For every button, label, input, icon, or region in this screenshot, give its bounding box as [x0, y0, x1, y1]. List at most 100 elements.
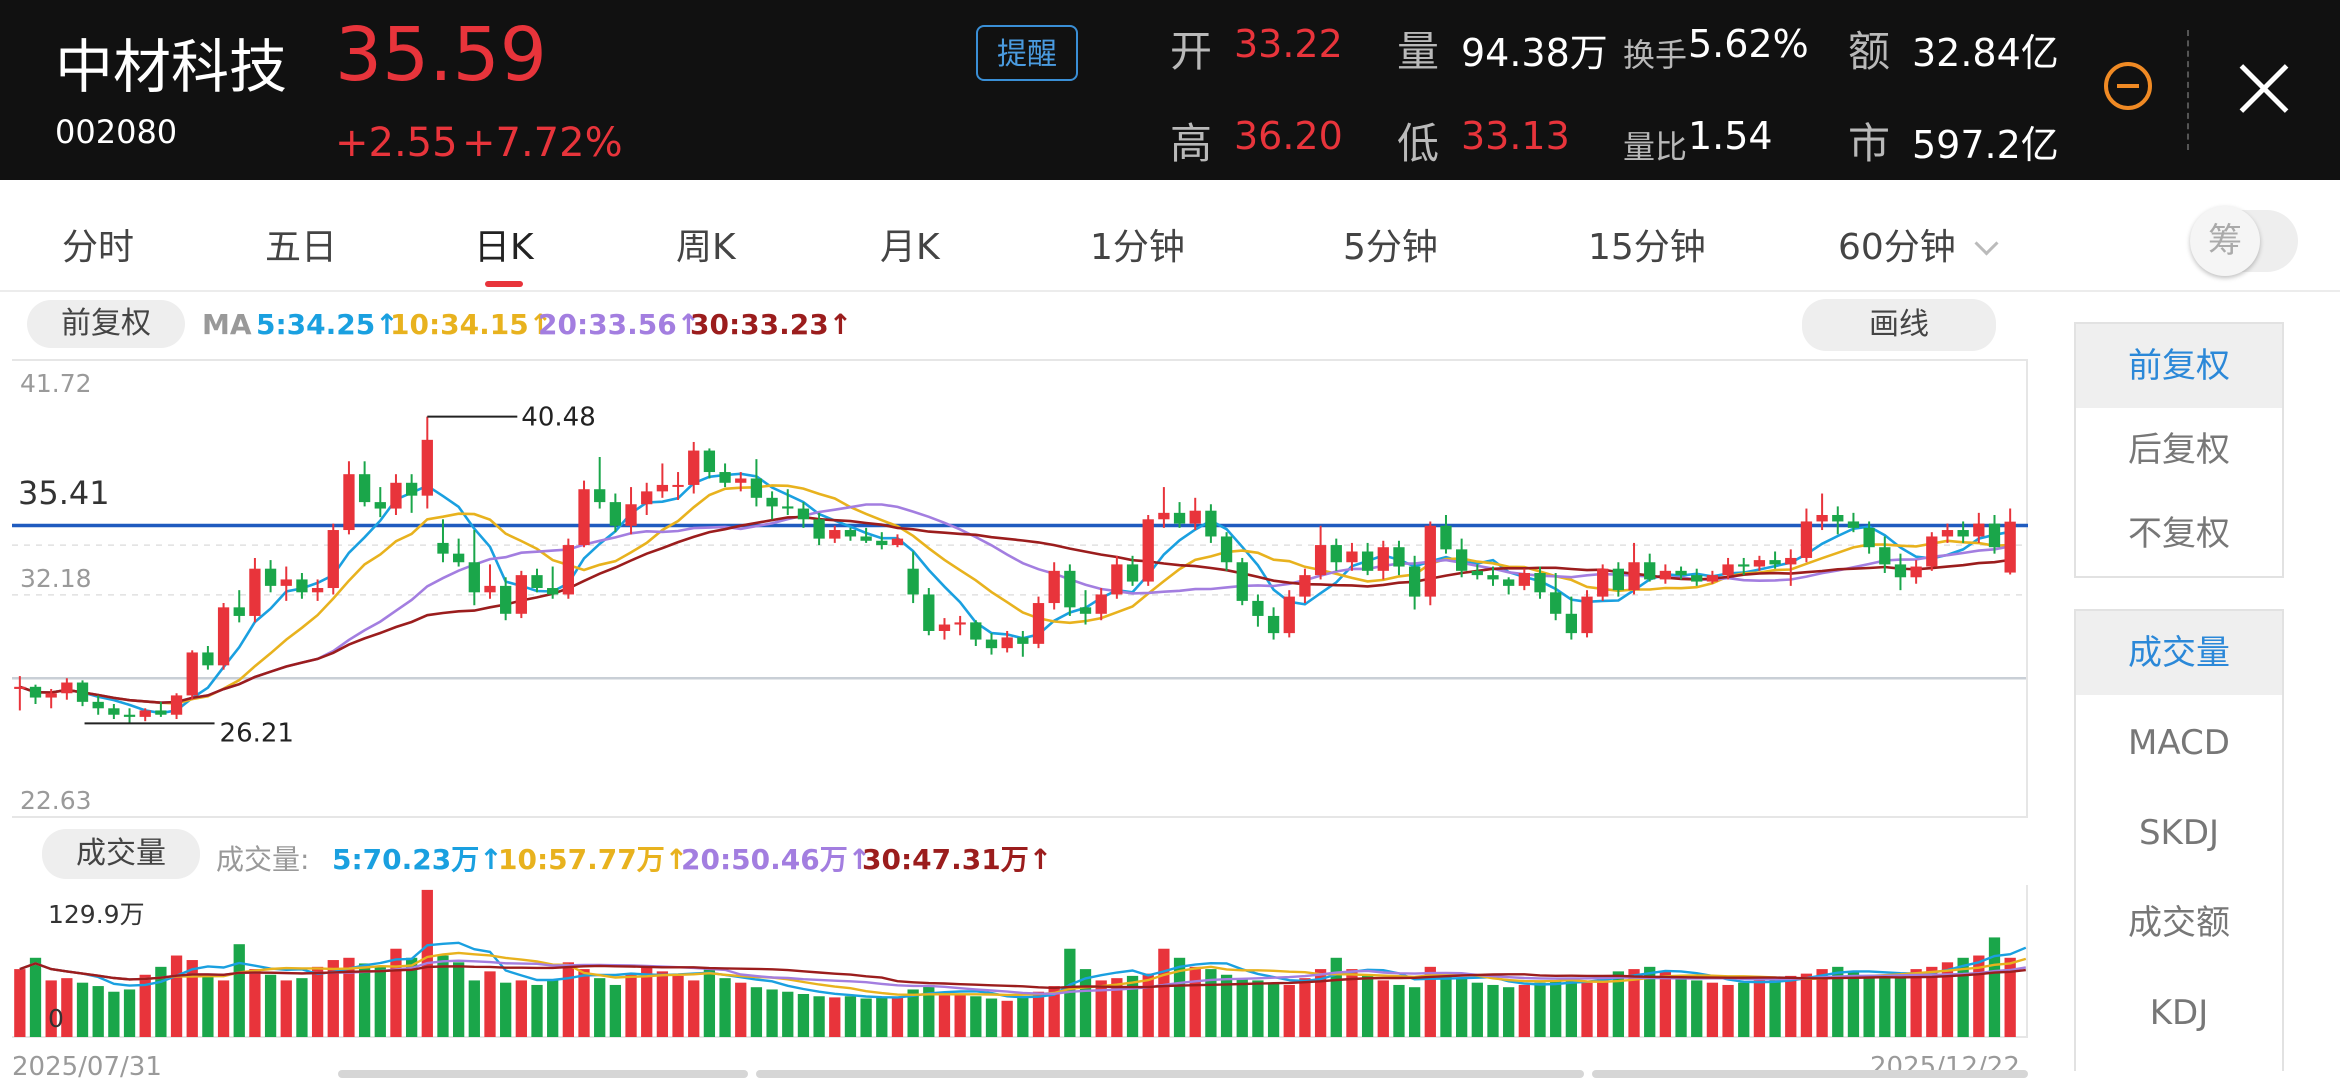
candle-body: [437, 542, 449, 554]
tab-60min[interactable]: 60分钟: [1838, 227, 1956, 268]
scrollbar-thumb[interactable]: [756, 1070, 1584, 1078]
candle-body: [515, 575, 527, 614]
candle-body: [1487, 575, 1499, 580]
chevron-down-icon[interactable]: [1974, 231, 1999, 256]
volume-bar: [280, 980, 292, 1037]
adjust-pill[interactable]: 前复权: [27, 300, 185, 348]
volume-bar: [1941, 962, 1954, 1037]
menu-no-adjust[interactable]: 不复权: [2128, 514, 2230, 554]
candle-body: [1988, 523, 2001, 548]
candle-body: [45, 693, 57, 698]
volume-bar: [1722, 984, 1734, 1037]
candle-body: [1095, 594, 1107, 614]
volume-bar: [139, 974, 151, 1037]
volume-bar: [1001, 1000, 1013, 1037]
candle-body: [1236, 562, 1248, 601]
candle-body: [108, 708, 120, 715]
candle-body: [938, 624, 951, 631]
candle-body: [1346, 551, 1358, 563]
close-icon[interactable]: [2236, 60, 2292, 116]
volume-bar: [672, 975, 684, 1037]
volume-bar: [1847, 971, 1860, 1037]
volume-bar: [1565, 978, 1577, 1037]
volume-max-label: 129.9万: [48, 900, 145, 929]
indicator-menu: 成交量 MACD SKDJ 成交额 KDJ: [2074, 609, 2284, 1071]
turnover-label: 换手: [1623, 36, 1688, 74]
candle-body: [1534, 572, 1546, 593]
volume-bar: [1863, 975, 1875, 1037]
candle-body: [1424, 525, 1436, 597]
volume-bar: [1236, 978, 1248, 1037]
tab-1min[interactable]: 1分钟: [1090, 227, 1185, 268]
tab-daily-k[interactable]: 日K: [474, 227, 534, 268]
menu-amount[interactable]: 成交额: [2128, 903, 2230, 943]
vol-ma20-label: 20:50.46万↑: [681, 843, 872, 876]
volume-bar: [1832, 966, 1844, 1037]
open-label: 开: [1170, 27, 1213, 76]
volume-bar: [954, 993, 966, 1037]
volume-bar: [1440, 973, 1452, 1037]
remind-button[interactable]: 提醒: [976, 25, 1078, 81]
candle-body: [1706, 575, 1719, 582]
candle-body: [891, 538, 904, 546]
volume-bar: [1205, 969, 1217, 1037]
candle-body: [76, 682, 89, 702]
ma30-label: 30:33.23↑: [690, 308, 853, 341]
candle-body: [1173, 512, 1186, 524]
candle-body: [562, 545, 574, 595]
menu-skdj[interactable]: SKDJ: [2138, 813, 2220, 853]
tab-five-day[interactable]: 五日: [265, 227, 338, 268]
menu-kdj[interactable]: KDJ: [2149, 993, 2209, 1033]
low-label: 低: [1397, 119, 1440, 168]
header-divider: [2187, 30, 2189, 150]
volume-bar: [390, 948, 402, 1037]
volume-bar: [844, 996, 857, 1037]
draw-line-button[interactable]: 画线: [1802, 299, 1996, 351]
volume-bar: [1393, 984, 1405, 1037]
volume-bar: [797, 993, 810, 1037]
volume-chart[interactable]: [0, 885, 2030, 1045]
candle-body: [1503, 579, 1515, 586]
amount-value: 32.84亿: [1912, 31, 2059, 75]
volume-bar: [1220, 974, 1233, 1037]
candle-body: [1738, 564, 1750, 567]
volume-bar: [594, 978, 606, 1037]
candle-body: [468, 562, 480, 593]
menu-backward-adjust[interactable]: 后复权: [2128, 430, 2230, 470]
volume-pill[interactable]: 成交量: [42, 829, 200, 879]
volume-bar: [1032, 991, 1045, 1037]
chip-toggle-knob[interactable]: 筹: [2190, 206, 2260, 276]
volume-bar: [578, 969, 590, 1037]
scrollbar-left[interactable]: [338, 1070, 748, 1078]
volume-bar: [1299, 978, 1311, 1037]
remove-watchlist-icon[interactable]: [2104, 62, 2152, 110]
adjust-menu: 前复权 后复权 不复权: [2074, 322, 2284, 578]
tab-weekly-k[interactable]: 周K: [676, 227, 736, 268]
volume-bar: [1957, 957, 1969, 1037]
candle-body: [1722, 564, 1734, 576]
amount-label: 额: [1848, 27, 1891, 76]
volume-zero-label: 0: [48, 1004, 64, 1033]
tab-5min[interactable]: 5分钟: [1343, 227, 1438, 268]
volume-bar: [1111, 978, 1123, 1037]
candlestick-chart[interactable]: 40.48 26.21: [0, 355, 2030, 820]
volume-bar: [766, 989, 778, 1037]
tab-intraday[interactable]: 分时: [62, 227, 135, 268]
menu-macd[interactable]: MACD: [2128, 723, 2230, 763]
volume-bar: [1785, 975, 1797, 1037]
tab-15min[interactable]: 15分钟: [1588, 227, 1706, 268]
tab-monthly-k[interactable]: 月K: [880, 227, 940, 268]
mcap-label: 市: [1848, 119, 1891, 168]
scrollbar-right[interactable]: [1592, 1070, 2028, 1078]
volume-bar: [29, 957, 42, 1037]
candle-body: [1252, 600, 1264, 616]
volume-bar: [547, 980, 559, 1037]
menu-volume[interactable]: 成交量: [2076, 611, 2282, 695]
volume-bar: [1581, 982, 1593, 1037]
candle-body: [641, 491, 653, 505]
candle-body: [1597, 568, 1609, 597]
volume-bar: [1675, 978, 1687, 1037]
menu-forward-adjust[interactable]: 前复权: [2076, 324, 2282, 408]
high-value: 36.20: [1234, 114, 1343, 158]
volume-bar: [782, 991, 794, 1037]
